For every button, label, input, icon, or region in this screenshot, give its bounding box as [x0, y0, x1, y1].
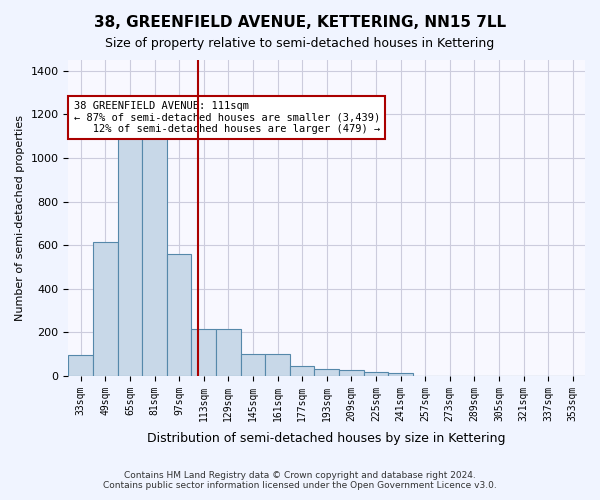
Bar — [290, 366, 314, 376]
Bar — [216, 329, 241, 376]
Bar — [68, 355, 93, 376]
Text: Size of property relative to semi-detached houses in Kettering: Size of property relative to semi-detach… — [106, 38, 494, 51]
Bar — [388, 372, 413, 376]
Bar — [142, 130, 167, 376]
Text: Contains HM Land Registry data © Crown copyright and database right 2024.
Contai: Contains HM Land Registry data © Crown c… — [103, 470, 497, 490]
Bar — [167, 254, 191, 376]
Bar — [241, 354, 265, 376]
Bar — [93, 242, 118, 376]
X-axis label: Distribution of semi-detached houses by size in Kettering: Distribution of semi-detached houses by … — [148, 432, 506, 445]
Bar — [339, 370, 364, 376]
Y-axis label: Number of semi-detached properties: Number of semi-detached properties — [15, 115, 25, 321]
Text: 38 GREENFIELD AVENUE: 111sqm
← 87% of semi-detached houses are smaller (3,439)
 : 38 GREENFIELD AVENUE: 111sqm ← 87% of se… — [74, 101, 380, 134]
Bar — [118, 130, 142, 376]
Bar — [314, 370, 339, 376]
Text: 38, GREENFIELD AVENUE, KETTERING, NN15 7LL: 38, GREENFIELD AVENUE, KETTERING, NN15 7… — [94, 15, 506, 30]
Bar — [191, 329, 216, 376]
Bar — [364, 372, 388, 376]
Bar — [265, 354, 290, 376]
